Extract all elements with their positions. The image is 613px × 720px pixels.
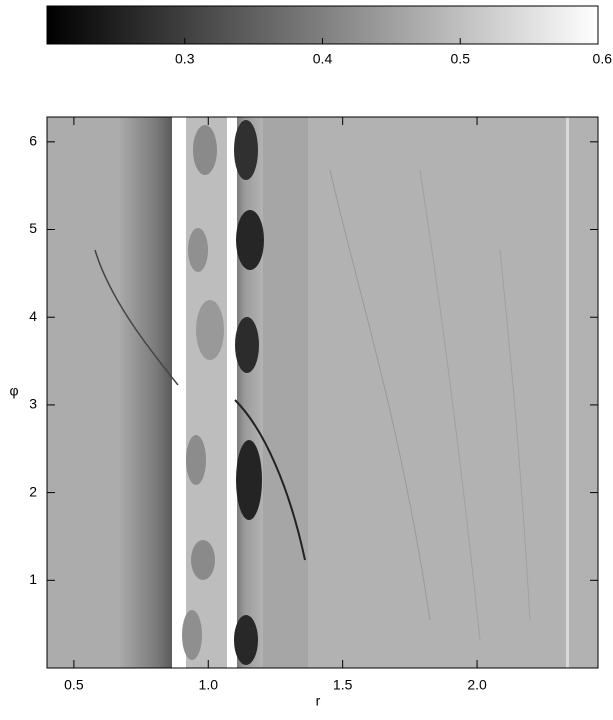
x-tick-label: 1.5: [333, 677, 353, 693]
plot-frame: [46, 116, 599, 669]
y-tick-label: 2: [29, 483, 37, 499]
x-axis-label: r: [316, 693, 321, 709]
field-image: [47, 117, 598, 668]
colorbar-tick-label: 0.6: [593, 51, 613, 67]
x-tick-label: 0.5: [64, 677, 84, 693]
y-tick-label: 5: [29, 220, 37, 236]
y-axis-label: φ: [9, 383, 18, 399]
y-tick-label: 6: [29, 133, 37, 149]
x-tick-label: 1.0: [199, 677, 219, 693]
y-tick-label: 1: [29, 571, 37, 587]
colorbar: [46, 5, 599, 45]
y-tick-label: 3: [29, 396, 37, 412]
x-tick-label: 2.0: [467, 677, 487, 693]
colorbar-tick-label: 0.5: [451, 51, 471, 67]
colorbar-tick-label: 0.3: [175, 51, 195, 67]
y-tick-label: 4: [29, 308, 37, 324]
colorbar-tick-label: 0.4: [313, 51, 333, 67]
